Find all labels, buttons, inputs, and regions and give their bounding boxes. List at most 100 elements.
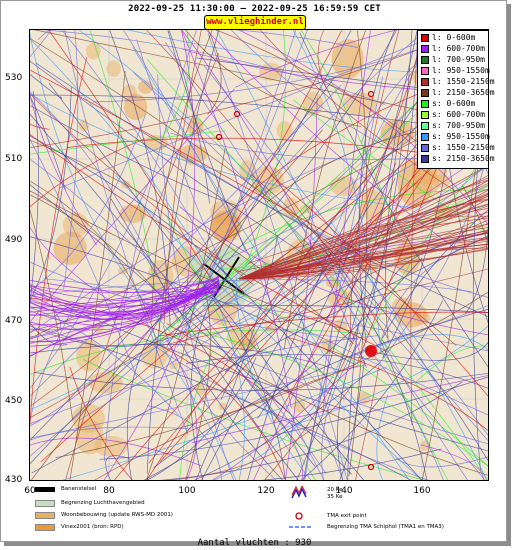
housing-patch — [117, 266, 129, 275]
flight-track — [35, 62, 489, 318]
legend-swatch — [421, 88, 429, 97]
flight-track — [420, 444, 484, 481]
flight-track — [238, 198, 489, 280]
flight-track — [233, 293, 489, 416]
legend-swatch — [421, 99, 429, 108]
x-tick-label: 120 — [257, 486, 275, 496]
legend-label: l: 950-1550m — [432, 66, 490, 75]
flight-track — [69, 70, 126, 481]
flight-track — [238, 198, 489, 280]
legend-item: l: 600-700m — [421, 44, 485, 54]
legend-item: s: 950-1550m — [421, 132, 490, 142]
flight-track — [157, 74, 235, 481]
flight-track — [29, 279, 220, 293]
flight-track — [29, 284, 220, 317]
flight-track — [29, 34, 458, 149]
flight-track — [238, 240, 489, 280]
flight-track — [29, 288, 85, 460]
legend-label: l: 0-600m — [432, 33, 476, 42]
flight-track — [29, 69, 383, 265]
legend-label: l: 600-700m — [432, 44, 485, 53]
flight-track — [205, 29, 458, 250]
flight-track — [29, 206, 351, 411]
flight-track — [29, 329, 370, 376]
flight-track — [165, 29, 358, 48]
flight-track — [145, 168, 374, 481]
altitude-legend: l: 0-600m l: 600-700m l: 700-950m l: 950… — [417, 30, 495, 169]
flight-track — [29, 283, 220, 315]
legend-label: s: 950-1550m — [432, 132, 490, 141]
flight-track — [192, 374, 489, 443]
legend-swatch — [421, 77, 429, 86]
housing-patch — [122, 84, 138, 103]
flight-track — [166, 339, 198, 481]
flight-track — [212, 189, 489, 263]
y-tick-label: 490 — [5, 235, 23, 245]
flight-track — [29, 285, 220, 331]
flight-track — [103, 327, 184, 481]
flight-track — [229, 29, 397, 153]
site-badge[interactable]: www.vlieghinder.nl — [204, 15, 306, 30]
flight-track — [48, 82, 365, 481]
legend-item: s: 600-700m — [421, 110, 485, 120]
flight-track — [124, 29, 435, 73]
flight-track — [132, 46, 410, 481]
flight-track — [29, 137, 138, 378]
flight-track — [236, 29, 489, 226]
flight-track — [235, 276, 312, 481]
flight-track — [29, 139, 354, 344]
legend-item: s: 700-950m — [421, 121, 485, 131]
flight-track — [29, 138, 146, 208]
flight-track — [238, 179, 489, 280]
flight-track — [210, 356, 364, 481]
flight-track — [338, 360, 365, 481]
y-tick-label: 530 — [5, 73, 23, 83]
flight-track — [30, 129, 324, 481]
legend-label: l: 700-950m — [432, 55, 485, 64]
flight-track — [238, 247, 489, 280]
flight-track — [293, 99, 489, 234]
airport-swatch — [35, 500, 55, 507]
legend-swatch — [421, 44, 429, 53]
flight-track — [182, 29, 343, 312]
flight-track — [166, 323, 489, 476]
legend-label: s: 600-700m — [432, 110, 485, 119]
tma-boundary-icon — [289, 526, 311, 528]
flight-track — [29, 180, 158, 344]
housing-patch — [380, 119, 415, 146]
flight-track — [29, 276, 220, 317]
legend-item: s: 2150-3650m — [421, 154, 495, 164]
flight-track — [300, 300, 443, 481]
flight-track — [29, 426, 191, 441]
marker-layer — [215, 90, 377, 471]
flight-track — [29, 130, 226, 155]
flight-track — [238, 243, 489, 280]
legend-item: l: 1550-2150m — [421, 77, 495, 87]
legend-label: l: 2150-3650m — [432, 88, 495, 97]
flight-track — [29, 261, 359, 340]
flight-track — [78, 165, 489, 421]
flight-track — [29, 76, 336, 442]
flight-track — [29, 206, 73, 420]
flight-track — [110, 198, 300, 481]
x-tick-label: 60 — [24, 486, 36, 496]
flight-track — [63, 29, 79, 290]
flight-track — [29, 288, 220, 326]
flight-track — [146, 29, 220, 474]
flight-track — [322, 29, 372, 413]
flight-track — [195, 235, 278, 481]
housing-patch — [106, 60, 121, 78]
flight-track — [69, 366, 134, 481]
y-tick-label: 510 — [5, 154, 23, 164]
runway-label: Banenstelsel — [61, 486, 97, 492]
tma-exit-marker — [233, 110, 241, 118]
flight-track — [257, 29, 418, 419]
flight-track — [156, 343, 286, 481]
flight-track — [259, 29, 457, 192]
y-tick-label: 470 — [5, 316, 23, 326]
flight-track — [29, 364, 366, 439]
housing-patch — [251, 166, 284, 195]
airport-boundary-label: Begrenzing Luchthavengebied — [61, 500, 145, 506]
flight-track-map — [29, 29, 489, 481]
flight-track — [366, 346, 445, 481]
